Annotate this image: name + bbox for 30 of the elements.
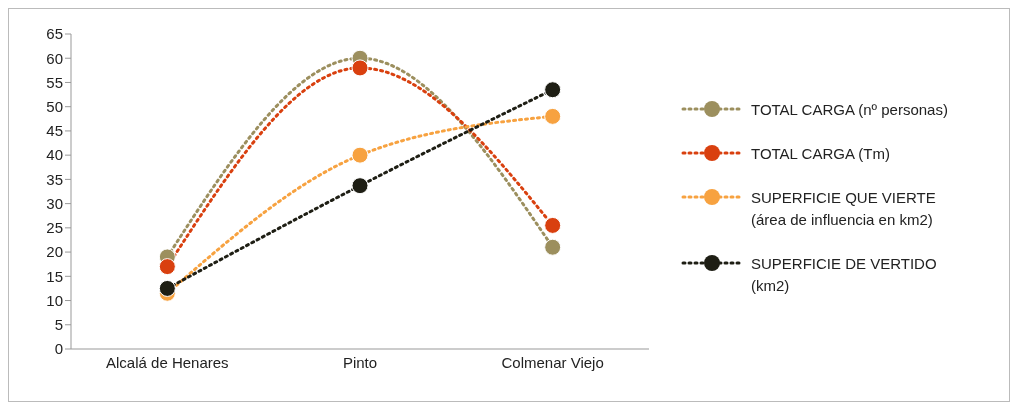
point xyxy=(351,177,369,195)
y-tick-label: 40 xyxy=(46,146,63,164)
point xyxy=(351,146,369,164)
y-tick-label: 50 xyxy=(46,98,63,116)
point xyxy=(158,258,176,276)
y-tick-label: 20 xyxy=(46,243,63,261)
y-tick-label: 0 xyxy=(54,340,63,358)
y-tick-label: 10 xyxy=(46,291,63,309)
y-tick-label: 65 xyxy=(46,25,63,43)
x-tick-label: Alcalá de Henares xyxy=(106,353,229,371)
x-tick-label: Colmenar Viejo xyxy=(501,353,604,371)
point xyxy=(544,81,562,99)
legend-label: SUPERFICIE DE VERTIDO (km2) xyxy=(751,254,938,296)
point xyxy=(351,59,369,77)
legend-label: SUPERFICIE QUE VIERTE (área de influencia en km2) xyxy=(751,188,937,230)
y-tick-label: 30 xyxy=(46,194,63,212)
y-tick-label: 15 xyxy=(46,267,63,285)
x-tick-label: Pinto xyxy=(342,353,378,371)
y-tick-label: 60 xyxy=(46,49,63,67)
legend-label: TOTAL CARGA (Tm) xyxy=(751,144,890,164)
point xyxy=(158,279,176,297)
legend-label: TOTAL CARGA (nº personas) xyxy=(751,100,948,120)
y-tick-label: 35 xyxy=(46,170,63,188)
point xyxy=(544,107,562,125)
point xyxy=(544,238,562,256)
y-tick-label: 45 xyxy=(46,122,63,140)
y-tick-label: 5 xyxy=(54,316,63,334)
y-tick-label: 25 xyxy=(46,219,63,237)
point xyxy=(544,216,562,234)
y-tick-label: 55 xyxy=(46,73,63,91)
